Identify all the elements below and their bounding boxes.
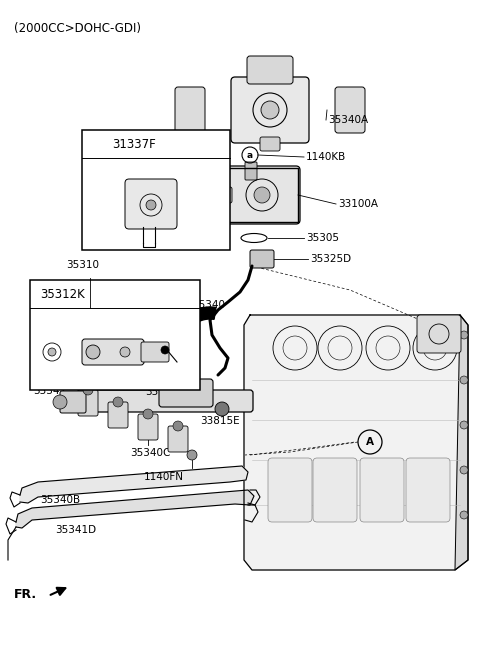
Circle shape xyxy=(143,409,153,419)
Text: 1140KB: 1140KB xyxy=(306,152,346,162)
Circle shape xyxy=(261,101,279,119)
Text: (2000CC>DOHC-GDI): (2000CC>DOHC-GDI) xyxy=(14,22,141,35)
FancyBboxPatch shape xyxy=(406,458,450,522)
Circle shape xyxy=(146,200,156,210)
FancyBboxPatch shape xyxy=(77,390,253,412)
Circle shape xyxy=(86,345,100,359)
Text: 35340A: 35340A xyxy=(328,115,368,125)
Text: 35325D: 35325D xyxy=(310,254,351,264)
Polygon shape xyxy=(16,490,254,528)
FancyBboxPatch shape xyxy=(250,250,274,268)
FancyBboxPatch shape xyxy=(82,339,144,365)
Text: 33815E: 33815E xyxy=(200,416,240,426)
FancyBboxPatch shape xyxy=(125,179,177,229)
Text: FR.: FR. xyxy=(14,587,37,601)
FancyBboxPatch shape xyxy=(247,56,293,84)
Circle shape xyxy=(460,331,468,339)
Circle shape xyxy=(460,421,468,429)
FancyBboxPatch shape xyxy=(268,458,312,522)
Text: 35342: 35342 xyxy=(33,386,66,396)
Text: a: a xyxy=(247,150,253,160)
FancyBboxPatch shape xyxy=(108,402,128,428)
Polygon shape xyxy=(20,466,248,503)
FancyBboxPatch shape xyxy=(313,458,357,522)
FancyBboxPatch shape xyxy=(138,414,158,440)
FancyBboxPatch shape xyxy=(212,187,232,203)
Circle shape xyxy=(187,450,197,460)
Circle shape xyxy=(113,397,123,407)
Circle shape xyxy=(460,376,468,384)
Text: 33100A: 33100A xyxy=(338,199,378,209)
FancyBboxPatch shape xyxy=(231,77,309,143)
FancyBboxPatch shape xyxy=(60,391,86,413)
Polygon shape xyxy=(455,315,468,570)
FancyBboxPatch shape xyxy=(159,379,213,407)
Circle shape xyxy=(53,395,67,409)
Circle shape xyxy=(120,347,130,357)
FancyBboxPatch shape xyxy=(141,342,169,362)
Polygon shape xyxy=(172,307,216,341)
Text: 1140FN: 1140FN xyxy=(144,472,184,482)
Circle shape xyxy=(460,466,468,474)
Text: A: A xyxy=(169,342,177,352)
Text: 35309: 35309 xyxy=(145,387,178,397)
Circle shape xyxy=(161,346,169,354)
Circle shape xyxy=(83,385,93,395)
FancyBboxPatch shape xyxy=(245,162,257,180)
FancyBboxPatch shape xyxy=(78,390,98,416)
FancyBboxPatch shape xyxy=(260,137,280,151)
Text: 35341D: 35341D xyxy=(55,525,96,535)
FancyBboxPatch shape xyxy=(82,130,230,250)
FancyBboxPatch shape xyxy=(417,315,461,353)
Text: 35312K: 35312K xyxy=(40,288,85,300)
FancyBboxPatch shape xyxy=(335,87,365,133)
Text: 35340B: 35340B xyxy=(40,495,80,505)
FancyBboxPatch shape xyxy=(224,166,300,224)
FancyBboxPatch shape xyxy=(30,280,200,390)
Circle shape xyxy=(48,348,56,356)
FancyBboxPatch shape xyxy=(360,458,404,522)
Circle shape xyxy=(173,421,183,431)
Text: 31337F: 31337F xyxy=(112,139,156,152)
FancyBboxPatch shape xyxy=(175,87,205,133)
Circle shape xyxy=(254,187,270,203)
Text: 35310: 35310 xyxy=(66,260,99,270)
Circle shape xyxy=(460,511,468,519)
Text: 35305: 35305 xyxy=(306,233,339,243)
Text: A: A xyxy=(366,437,374,447)
Text: 35340C: 35340C xyxy=(130,448,170,458)
FancyBboxPatch shape xyxy=(168,426,188,452)
Polygon shape xyxy=(244,315,468,570)
Text: a: a xyxy=(93,139,99,148)
Text: 35340: 35340 xyxy=(192,300,225,310)
Circle shape xyxy=(215,402,229,416)
